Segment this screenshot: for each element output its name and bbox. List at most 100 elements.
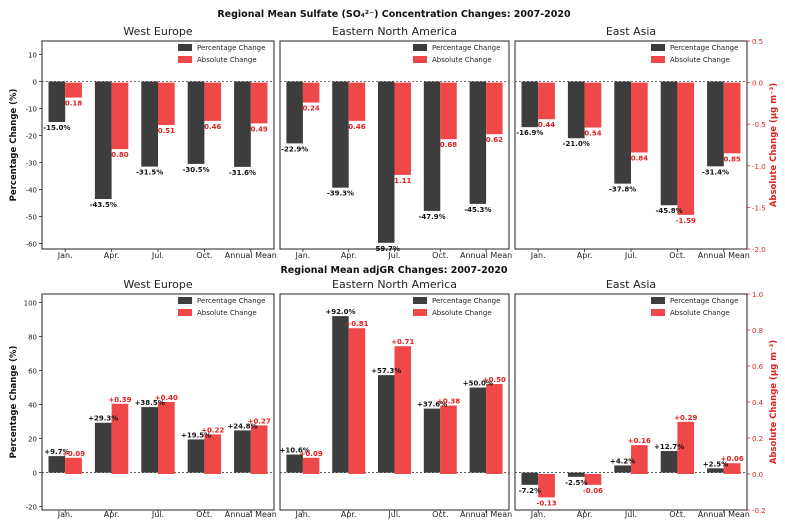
percentage-data-label: +19.5% bbox=[181, 431, 211, 439]
x-tick-label: Annual Mean bbox=[460, 251, 512, 260]
legend-swatch bbox=[178, 44, 192, 51]
legend-label: Percentage Change bbox=[432, 297, 500, 305]
panel-title: West Europe bbox=[123, 278, 192, 291]
absolute-bar bbox=[538, 474, 555, 498]
percentage-bar bbox=[660, 450, 678, 473]
percentage-bar bbox=[614, 81, 631, 184]
x-tick-label: Jul. bbox=[151, 510, 164, 519]
percentage-bar bbox=[521, 472, 539, 485]
percentage-data-label: -22.9% bbox=[281, 145, 308, 153]
y-tick-label: 0 bbox=[33, 79, 37, 87]
absolute-data-label: 0.46 bbox=[348, 123, 365, 131]
absolute-bar bbox=[348, 82, 366, 121]
legend-label: Percentage Change bbox=[197, 44, 265, 52]
y-axis-label: Percentage Change (%) bbox=[9, 345, 19, 458]
y2-tick-label: 0.0 bbox=[752, 471, 763, 479]
x-tick-label: Jul. bbox=[624, 251, 637, 260]
x-tick-label: Annual Mean bbox=[698, 510, 750, 519]
absolute-data-label: 0.44 bbox=[538, 121, 555, 129]
figure-row-title: Regional Mean adjGR Changes: 2007-2020 bbox=[280, 265, 507, 276]
x-tick-label: Jan. bbox=[294, 510, 310, 519]
legend-swatch bbox=[178, 56, 192, 63]
percentage-data-label: -47.9% bbox=[418, 213, 445, 221]
figure-row-title: Regional Mean Sulfate (SO₄²⁻) Concentrat… bbox=[217, 9, 571, 20]
y-tick-label: 20 bbox=[28, 436, 37, 444]
percentage-bar bbox=[469, 387, 487, 473]
y2-tick-label: 0.6 bbox=[752, 363, 764, 371]
percentage-data-label: -45.3% bbox=[464, 206, 491, 214]
absolute-bar bbox=[584, 474, 602, 485]
legend-swatch bbox=[651, 56, 665, 63]
absolute-data-label: -0.06 bbox=[583, 487, 603, 495]
panel-title: Eastern North America bbox=[332, 25, 457, 38]
percentage-bar bbox=[187, 439, 205, 473]
percentage-bar bbox=[286, 454, 303, 473]
percentage-data-label: -37.8% bbox=[609, 186, 636, 194]
percentage-data-label: +38.5% bbox=[135, 399, 165, 407]
percentage-bar bbox=[94, 81, 112, 200]
legend-label: Absolute Change bbox=[670, 56, 730, 64]
x-tick-label: Oct. bbox=[196, 251, 212, 260]
y2-axis-label: Absolute Change (μg m⁻³) bbox=[769, 83, 779, 207]
panel-title: East Asia bbox=[606, 278, 656, 291]
legend-label: Percentage Change bbox=[670, 44, 738, 52]
percentage-bar bbox=[141, 407, 158, 473]
x-tick-label: Jan. bbox=[294, 251, 310, 260]
legend-swatch bbox=[178, 297, 192, 304]
legend-swatch bbox=[651, 44, 665, 51]
percentage-data-label: +12.7% bbox=[654, 443, 684, 451]
absolute-bar bbox=[158, 402, 175, 474]
absolute-bar bbox=[111, 403, 129, 474]
absolute-bar bbox=[486, 82, 503, 135]
percentage-data-label: -45.8% bbox=[655, 207, 682, 215]
absolute-bar bbox=[723, 463, 741, 474]
absolute-bar bbox=[394, 346, 411, 474]
absolute-data-label: 0.51 bbox=[158, 127, 175, 135]
y2-tick-label: -1.0 bbox=[752, 163, 766, 171]
absolute-bar bbox=[440, 405, 457, 474]
percentage-data-label: +4.2% bbox=[610, 457, 635, 465]
x-tick-label: Oct. bbox=[669, 510, 685, 519]
percentage-bar bbox=[707, 468, 724, 473]
x-tick-label: Annual Mean bbox=[460, 510, 512, 519]
absolute-bar bbox=[440, 82, 457, 140]
percentage-data-label: -7.2% bbox=[519, 487, 541, 495]
absolute-data-label: 0.80 bbox=[111, 151, 128, 159]
absolute-data-label: +0.39 bbox=[108, 396, 131, 404]
y2-tick-label: 1.0 bbox=[752, 291, 763, 299]
legend-swatch bbox=[651, 297, 665, 304]
legend-swatch bbox=[178, 309, 192, 316]
absolute-bar bbox=[677, 421, 695, 474]
legend-label: Percentage Change bbox=[197, 297, 265, 305]
percentage-data-label: +10.6% bbox=[280, 447, 310, 455]
absolute-bar bbox=[158, 82, 175, 126]
y2-tick-label: -0.2 bbox=[752, 507, 766, 515]
percentage-data-label: -2.5% bbox=[565, 479, 587, 487]
absolute-bar bbox=[65, 457, 82, 474]
absolute-bar bbox=[538, 82, 555, 120]
x-tick-label: Apr. bbox=[341, 510, 357, 519]
absolute-data-label: +0.27 bbox=[248, 417, 271, 425]
x-tick-label: Oct. bbox=[432, 251, 448, 260]
y2-tick-label: 0.8 bbox=[752, 327, 763, 335]
percentage-data-label: -31.4% bbox=[702, 168, 729, 176]
y-tick-label: 40 bbox=[28, 402, 37, 410]
percentage-bar bbox=[187, 81, 205, 164]
percentage-data-label: +92.0% bbox=[325, 308, 355, 316]
panel-title: East Asia bbox=[606, 25, 656, 38]
percentage-data-label: +50.0% bbox=[463, 380, 493, 388]
x-tick-label: Annual Mean bbox=[698, 251, 750, 260]
x-tick-label: Oct. bbox=[196, 510, 212, 519]
absolute-data-label: 0.68 bbox=[440, 141, 457, 149]
absolute-data-label: +0.71 bbox=[391, 338, 414, 346]
y-tick-label: 60 bbox=[28, 368, 37, 376]
percentage-bar bbox=[567, 81, 585, 139]
percentage-bar bbox=[469, 81, 487, 204]
y-tick-label: 100 bbox=[24, 300, 37, 308]
y-axis-label: Percentage Change (%) bbox=[9, 88, 19, 201]
absolute-data-label: +0.09 bbox=[62, 450, 85, 458]
absolute-bar bbox=[631, 445, 648, 474]
absolute-bar bbox=[723, 82, 741, 154]
y2-tick-label: -1.5 bbox=[752, 204, 766, 212]
y-tick-label: -60 bbox=[26, 241, 37, 249]
